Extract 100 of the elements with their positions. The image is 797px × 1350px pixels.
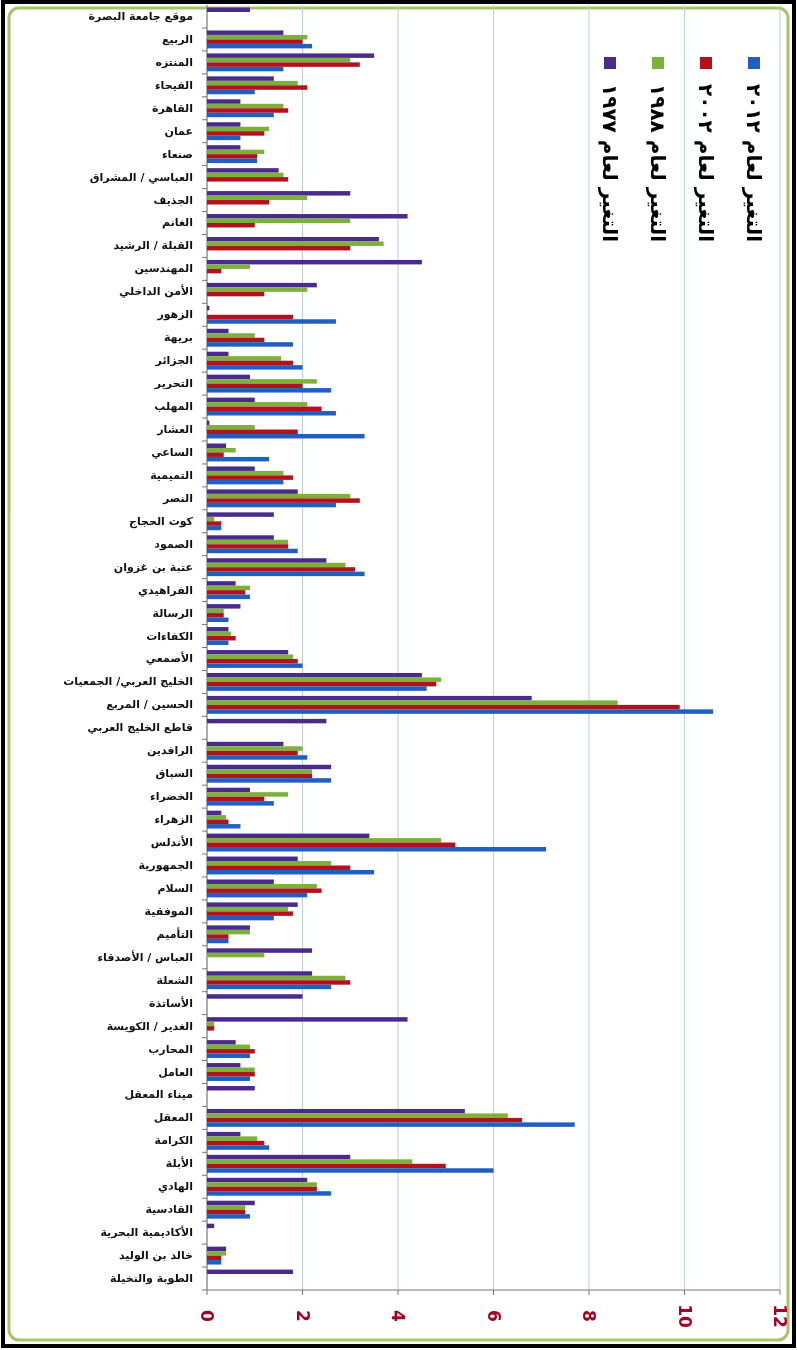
bar [207, 627, 229, 632]
y-tick-label: القاهرة [152, 101, 193, 115]
bar [207, 512, 274, 517]
y-tick-label: الكرامة [154, 1134, 193, 1148]
bar [207, 750, 298, 756]
bar [207, 287, 308, 292]
legend-label: التغير لعام ٢٠١٢ [742, 84, 766, 243]
bar [207, 631, 231, 637]
bar [207, 388, 332, 393]
bar [207, 177, 289, 182]
bar [207, 994, 303, 999]
bar [207, 911, 293, 916]
bar [207, 1040, 236, 1045]
bar [207, 548, 298, 554]
y-tick-label: الزهراء [154, 813, 193, 827]
bar [207, 801, 274, 806]
bar [207, 374, 250, 380]
bar [207, 1159, 413, 1164]
bar [207, 1017, 408, 1022]
y-tick-label: الربيع [162, 32, 193, 46]
bar [207, 677, 441, 682]
bar [207, 1049, 255, 1054]
bar [207, 838, 441, 843]
bar [207, 1044, 250, 1050]
bar [207, 356, 282, 361]
bar [207, 613, 224, 618]
x-tick-label: 4 [388, 1310, 408, 1323]
y-tick-label: الكفاءات [146, 629, 193, 643]
bar [207, 865, 351, 870]
bar [207, 948, 313, 953]
y-tick-label: قاطع الخليج العربي [87, 721, 193, 735]
bar [207, 544, 289, 549]
y-tick-label: العامل [158, 1065, 193, 1079]
bar [207, 535, 274, 540]
bar [207, 824, 241, 829]
bar [207, 590, 246, 595]
bar [207, 815, 227, 820]
bar [207, 787, 250, 793]
bar [207, 971, 313, 976]
bar [207, 333, 255, 338]
bar [207, 99, 241, 104]
bar [207, 1067, 255, 1072]
y-tick-label: التميمية [150, 468, 193, 482]
x-tick-label: 0 [197, 1310, 217, 1323]
bar [207, 475, 293, 480]
bar [207, 402, 308, 407]
bar [207, 746, 303, 751]
y-tick-label: الطوبة والنخيلة [110, 1272, 193, 1286]
bar [207, 1086, 255, 1091]
bar [207, 709, 714, 714]
bar [207, 769, 313, 774]
y-tick-label: التحرير [153, 377, 193, 391]
y-tick-label: المعقل [153, 1111, 193, 1125]
bar [207, 1122, 575, 1127]
x-tick-label: 8 [579, 1310, 599, 1322]
bar [207, 902, 298, 907]
y-tick-label: المنتزه [155, 55, 193, 69]
bar [207, 383, 303, 389]
y-tick-label: الرافدين [146, 744, 193, 758]
y-tick-label: الرسالة [152, 606, 193, 620]
bar [207, 915, 274, 921]
bar [207, 39, 303, 44]
bar [207, 108, 289, 113]
x-tick-label: 6 [483, 1310, 504, 1322]
y-tick-label: الأساتذة [149, 995, 193, 1010]
y-tick-label: الصمود [154, 537, 193, 551]
y-tick-label: الموفقية [144, 904, 193, 918]
y-tick-label: الغدير / الكويسة [106, 1019, 193, 1033]
y-tick-label: خالد بن الوليد [118, 1249, 193, 1263]
bar [207, 241, 384, 246]
y-tick-label: المهلب [154, 400, 193, 414]
bar [207, 883, 317, 889]
bar [207, 888, 322, 893]
bar [207, 1186, 317, 1192]
bar [207, 145, 241, 150]
y-tick-label: الأندلس [150, 835, 193, 850]
bar [207, 980, 351, 985]
bar [207, 1026, 215, 1031]
y-tick-label: ميناء المعقل [124, 1088, 193, 1102]
bar [207, 122, 241, 127]
bar [207, 604, 241, 609]
bar [207, 89, 255, 95]
bar [207, 1113, 508, 1118]
bar [207, 1053, 250, 1059]
y-tick-label: الشعلة [156, 973, 193, 987]
y-tick-label: العشار [156, 423, 193, 437]
bar [207, 7, 250, 12]
bar [207, 856, 298, 862]
y-tick-label: بريهة [163, 331, 193, 345]
bar [207, 1214, 250, 1219]
bar [207, 222, 255, 228]
y-tick-label: السلام [157, 881, 193, 895]
bar [207, 792, 289, 797]
bar [207, 379, 317, 384]
bar [207, 571, 365, 577]
y-tick-label: الحسين / المربع [106, 698, 193, 712]
bar [207, 168, 279, 173]
bar [207, 700, 618, 705]
bar [207, 755, 308, 760]
bar [207, 636, 236, 641]
